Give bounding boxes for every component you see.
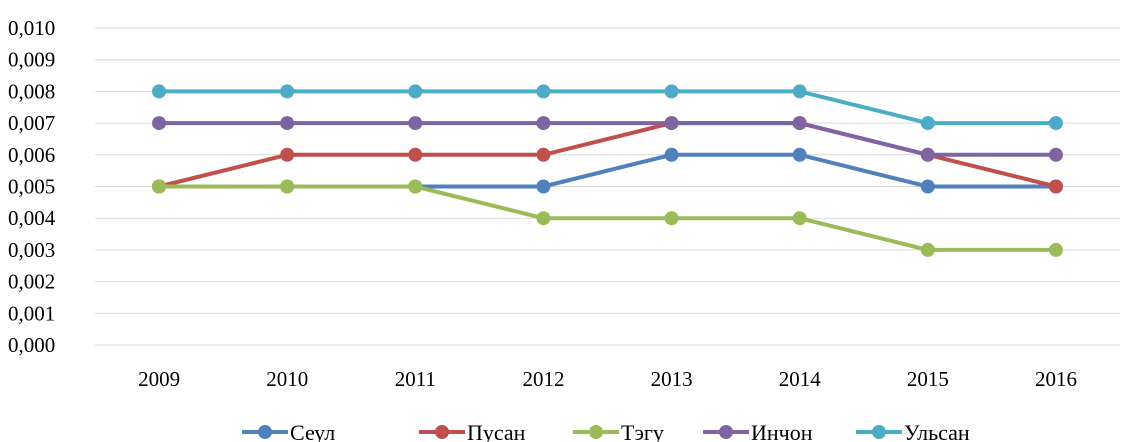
data-point (152, 84, 167, 99)
y-tick-label: 0,000 (8, 333, 55, 357)
data-point (152, 116, 167, 131)
data-point (536, 179, 551, 194)
x-tick-label: 2013 (651, 367, 693, 391)
data-point (536, 116, 551, 131)
data-point (792, 84, 807, 99)
data-point (280, 147, 295, 162)
data-point (536, 84, 551, 99)
data-point (536, 147, 551, 162)
x-tick-label: 2009 (138, 367, 180, 391)
data-point (792, 147, 807, 162)
series-3 (152, 179, 1063, 257)
data-point (920, 242, 935, 257)
data-point (152, 179, 167, 194)
data-point (280, 84, 295, 99)
data-point (920, 179, 935, 194)
legend-label: Инчон (751, 420, 813, 442)
data-point (408, 147, 423, 162)
series-5 (152, 84, 1063, 131)
y-tick-label: 0,010 (8, 16, 55, 40)
series-line (157, 184, 1058, 252)
y-tick-label: 0,001 (8, 301, 55, 325)
x-tick-label: 2016 (1035, 367, 1077, 391)
x-tick-label: 2010 (266, 367, 308, 391)
y-axis-tick-labels: 0,000 0,001 0,002 0,003 0,004 0,005 0,006 0,007… (8, 16, 56, 357)
legend-label: Ульсан (904, 420, 970, 442)
data-point (536, 211, 551, 226)
x-tick-label: 2015 (907, 367, 949, 391)
y-tick-label: 0,004 (8, 206, 56, 230)
legend-item: Пусан (419, 420, 526, 442)
data-point (920, 147, 935, 162)
y-tick-label: 0,009 (8, 48, 55, 72)
data-point (664, 211, 679, 226)
data-point (920, 116, 935, 131)
x-tick-label: 2011 (395, 367, 436, 391)
series-4 (152, 116, 1063, 162)
data-point (408, 179, 423, 194)
data-point (408, 116, 423, 131)
legend-marker (872, 425, 886, 439)
x-tick-label: 2014 (779, 367, 822, 391)
y-tick-label: 0,005 (8, 175, 55, 199)
data-point (1048, 242, 1063, 257)
y-tick-label: 0,003 (8, 238, 55, 262)
data-point (280, 116, 295, 131)
data-point (408, 84, 423, 99)
data-point (664, 116, 679, 131)
legend-marker (589, 425, 603, 439)
legend-label: Сеул (290, 420, 335, 442)
y-tick-label: 0,002 (8, 270, 55, 294)
legend-label: Тэгу (621, 420, 664, 442)
series-line (157, 121, 1058, 157)
legend-item: Сеул (242, 420, 335, 442)
data-point (792, 211, 807, 226)
legend-marker (435, 425, 449, 439)
y-tick-label: 0,008 (8, 79, 55, 103)
legend-marker (258, 425, 272, 439)
legend-label: Пусан (467, 420, 526, 442)
series-lines (152, 84, 1063, 257)
y-tick-label: 0,007 (8, 111, 55, 135)
data-point (664, 84, 679, 99)
series-line (157, 89, 1058, 126)
data-point (664, 147, 679, 162)
data-point (280, 179, 295, 194)
data-point (1048, 147, 1063, 162)
y-tick-label: 0,006 (8, 143, 55, 167)
data-point (792, 116, 807, 131)
x-axis-tick-labels: 2009 2010 2011 2012 2013 2014 2015 2016 (138, 367, 1077, 391)
legend-marker (719, 425, 733, 439)
data-point (1048, 116, 1063, 131)
legend-item: Тэгу (573, 420, 664, 442)
x-tick-label: 2012 (522, 367, 564, 391)
legend: Сеул Пусан Тэгу Инчон Ульсан (242, 420, 970, 442)
series-line (157, 152, 1058, 189)
data-point (1048, 179, 1063, 194)
legend-item: Ульсан (856, 420, 970, 442)
legend-item: Инчон (703, 420, 813, 442)
